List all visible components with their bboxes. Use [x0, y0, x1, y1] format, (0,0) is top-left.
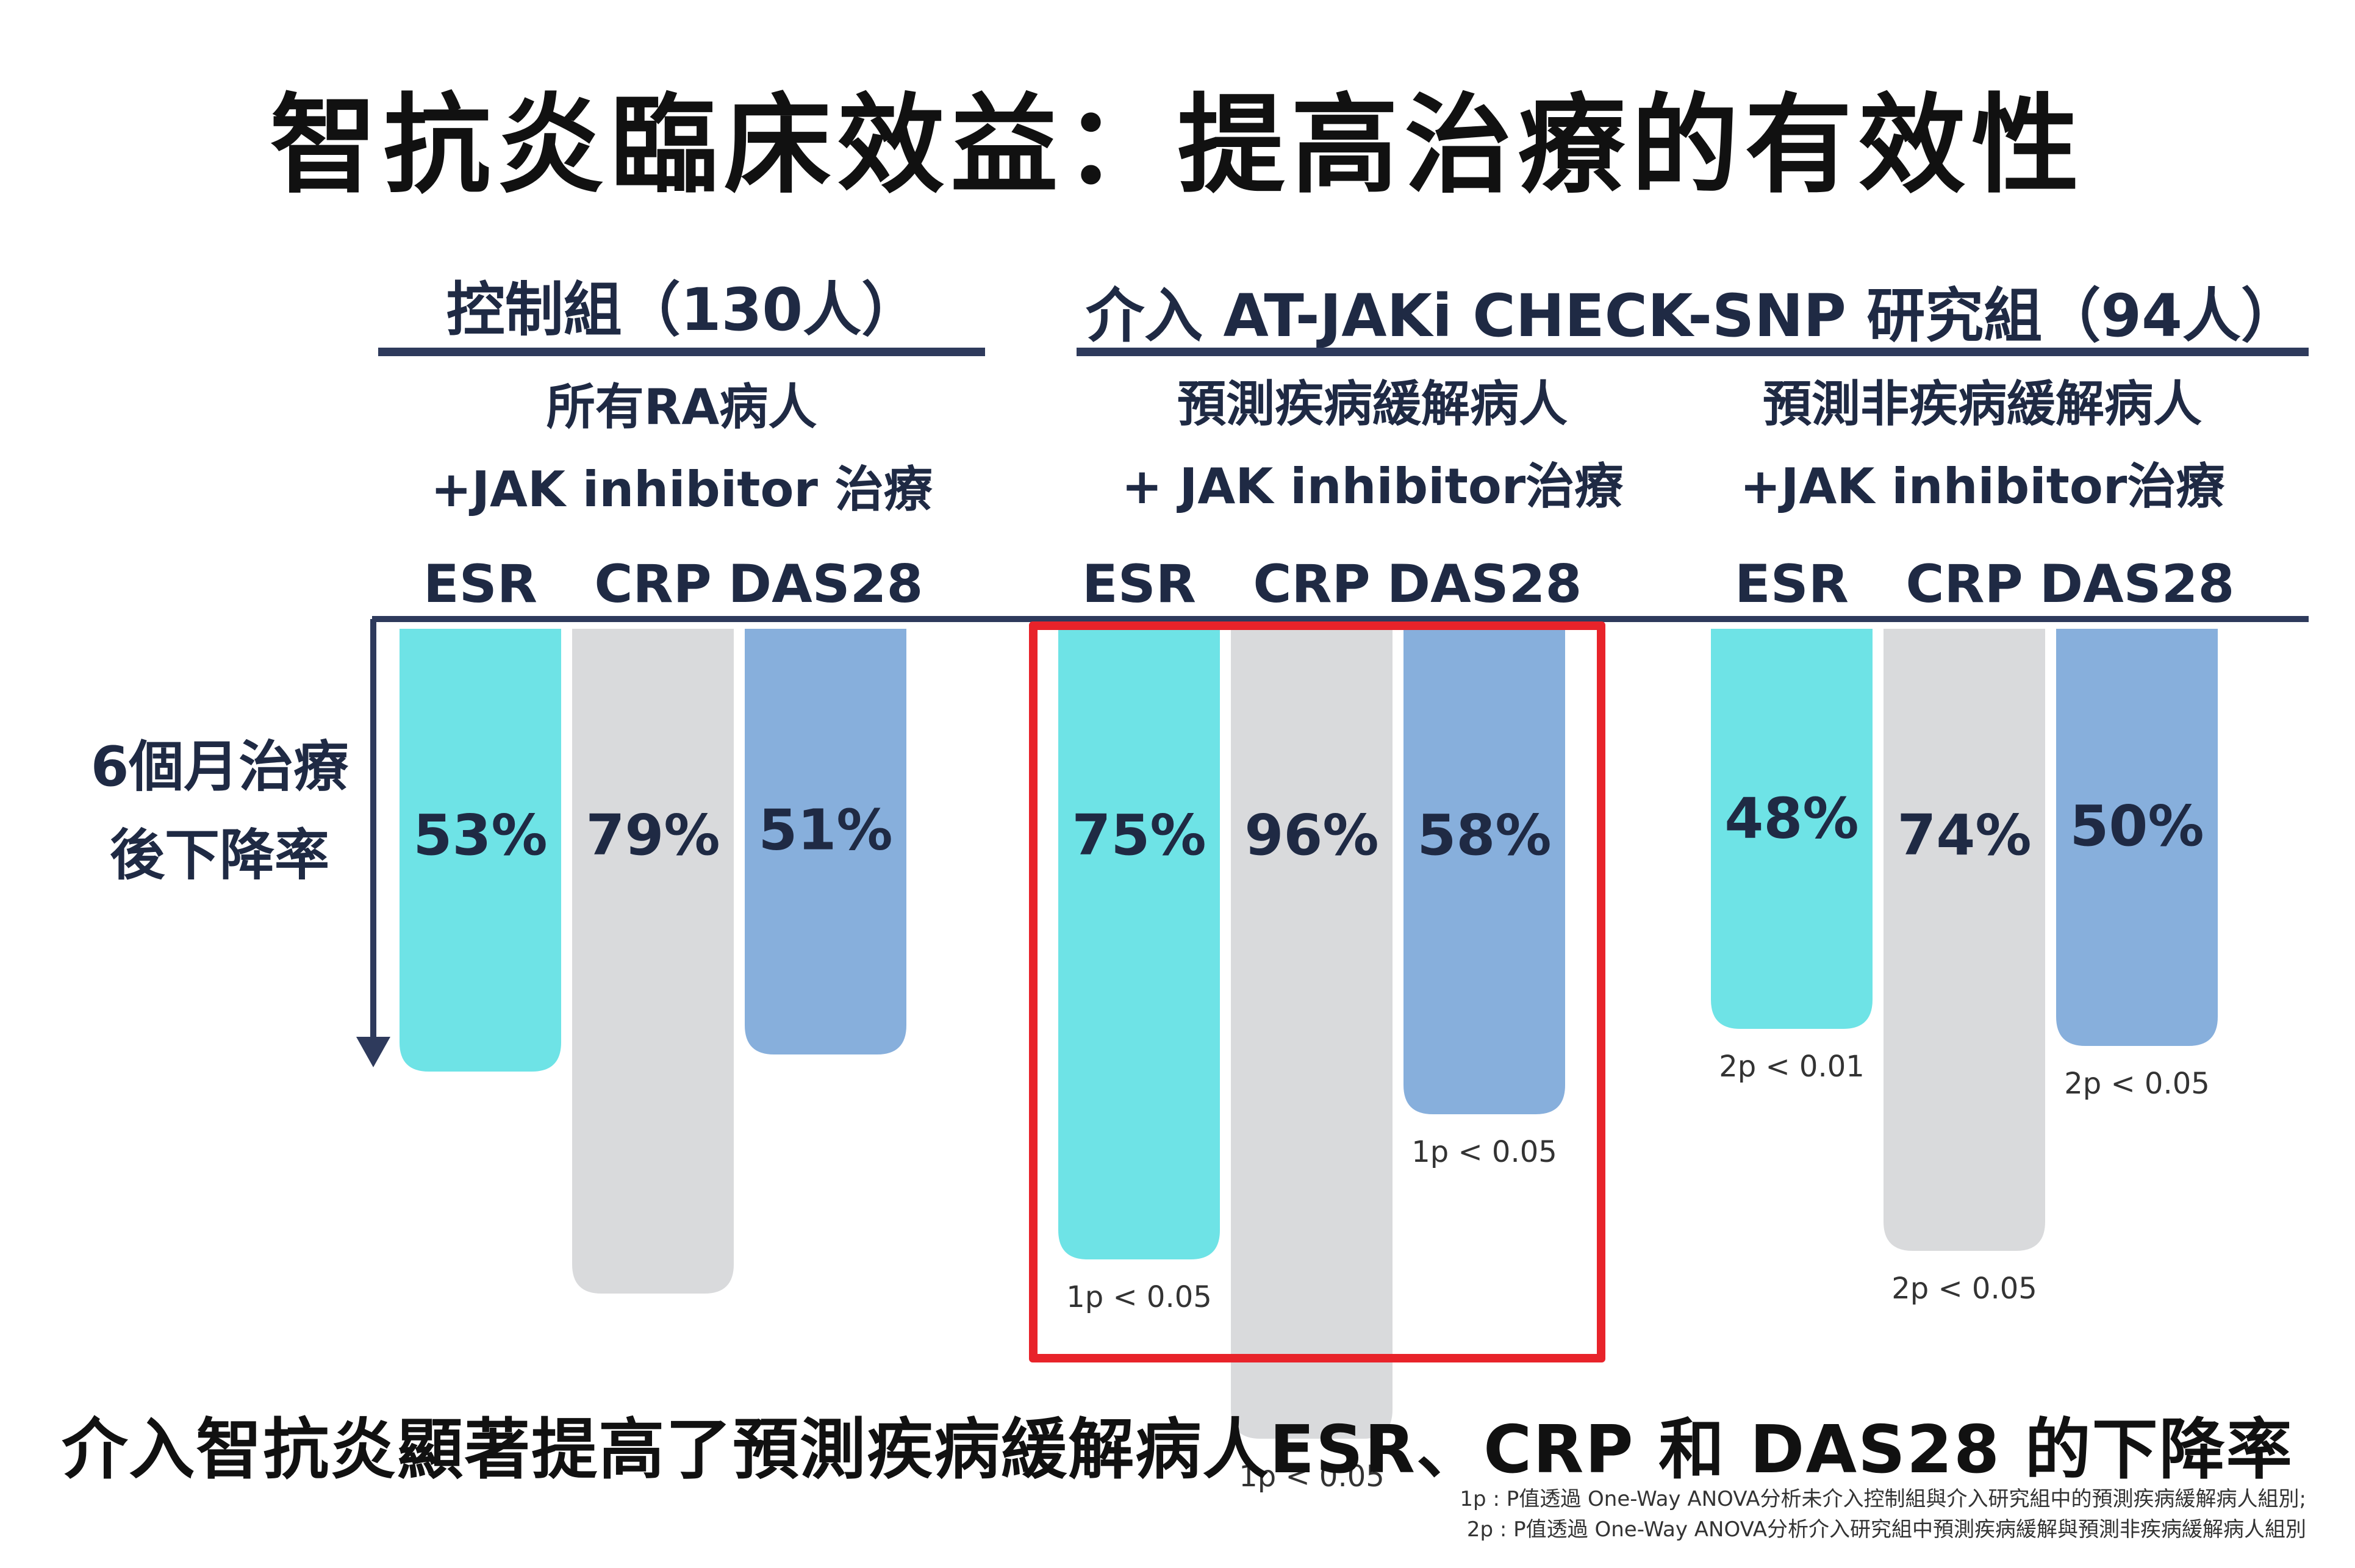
value-label-predicted-remission-das28: 58% — [1417, 803, 1551, 868]
footnote-1: 1p : P值透過 One-Way ANOVA分析未介入控制組與介入研究組中的預… — [1460, 1487, 2306, 1511]
footnote-2: 2p : P值透過 One-Way ANOVA分析介入研究組中預測疾病緩解與預測… — [1466, 1517, 2306, 1542]
bar-control-esr — [400, 629, 561, 1072]
non-remission-subtitle-line2: +JAK inhibitor治療 — [1740, 458, 2225, 515]
value-label-control-esr: 53% — [413, 803, 547, 868]
non-remission-subtitle: 預測非疾病緩解病人 +JAK inhibitor治療 — [1708, 363, 2257, 528]
value-label-predicted-non-remission-crp: 74% — [1897, 803, 2031, 868]
sig-label-predicted-remission-crp: 1p < 0.05 — [1239, 1459, 1385, 1494]
value-label-predicted-remission-crp: 96% — [1244, 803, 1378, 868]
sig-label-predicted-remission-esr: 1p < 0.05 — [1066, 1280, 1212, 1314]
control-group-header: 控制組（130人） — [446, 276, 920, 344]
control-subtitle-line2: +JAK inhibitor 治療 — [431, 461, 933, 518]
bar-control-crp — [572, 629, 734, 1294]
highlight-box — [1029, 621, 1605, 1362]
control-header-underline — [378, 348, 985, 356]
remission-subtitle-line2: + JAK inhibitor治療 — [1121, 458, 1624, 515]
remission-subtitle: 預測疾病緩解病人 + JAK inhibitor治療 — [1098, 363, 1647, 528]
bar-predicted-remission-crp — [1231, 629, 1393, 1439]
non-remission-subtitle-line1: 預測非疾病緩解病人 — [1763, 376, 2202, 432]
bar-predicted-remission-das28 — [1403, 629, 1565, 1114]
value-label-predicted-remission-esr: 75% — [1072, 803, 1206, 868]
tick-label-predicted-remission-esr: ESR — [1082, 554, 1196, 615]
tick-label-control-esr: ESR — [423, 554, 537, 615]
remission-subtitle-line1: 預測疾病緩解病人 — [1177, 376, 1568, 432]
intervention-header-underline — [1077, 348, 2309, 356]
value-label-predicted-non-remission-das28: 50% — [2070, 793, 2204, 859]
y-axis-arrowhead — [356, 1037, 390, 1067]
value-label-control-crp: 79% — [586, 803, 720, 868]
sig-label-predicted-non-remission-esr: 2p < 0.01 — [1719, 1050, 1865, 1084]
sig-label-predicted-remission-das28: 1p < 0.05 — [1411, 1135, 1557, 1169]
control-subtitle-line1: 所有RA病人 — [546, 379, 817, 435]
bar-predicted-non-remission-esr — [1711, 629, 1873, 1029]
tick-label-predicted-non-remission-das28: DAS28 — [2040, 554, 2235, 615]
tick-label-predicted-remission-crp: CRP — [1253, 554, 1370, 615]
y-axis-label-line2: 後下降率 — [110, 823, 329, 887]
sig-label-predicted-non-remission-crp: 2p < 0.05 — [1891, 1272, 2037, 1306]
chart-title: 智抗炎臨床效益：提高治療的有效性 — [270, 83, 2085, 208]
control-subtitle: 所有RA病人 +JAK inhibitor 治療 — [378, 366, 985, 531]
y-axis-label: 6個月治療 後下降率 — [67, 723, 372, 900]
bar-predicted-remission-esr — [1058, 629, 1220, 1259]
intervention-group-header: 介入 AT-JAKi CHECK-SNP 研究組（94人） — [1086, 282, 2299, 350]
tick-label-predicted-non-remission-esr: ESR — [1735, 554, 1849, 615]
value-label-control-das28: 51% — [758, 797, 892, 862]
tick-label-predicted-non-remission-crp: CRP — [1905, 554, 2023, 615]
tick-label-predicted-remission-das28: DAS28 — [1387, 554, 1582, 615]
sig-label-predicted-non-remission-das28: 2p < 0.05 — [2064, 1067, 2210, 1101]
bar-control-das28 — [745, 629, 906, 1054]
bar-predicted-non-remission-crp — [1884, 629, 2045, 1251]
y-axis-label-line1: 6個月治療 — [90, 735, 349, 799]
value-label-predicted-non-remission-esr: 48% — [1724, 786, 1859, 851]
tick-label-control-das28: DAS28 — [728, 554, 923, 615]
tick-label-control-crp: CRP — [594, 554, 711, 615]
bar-predicted-non-remission-das28 — [2056, 629, 2218, 1046]
conclusion-text: 介入智抗炎顯著提高了預測疾病緩解病人ESR、CRP 和 DAS28 的下降率 — [62, 1412, 2293, 1488]
